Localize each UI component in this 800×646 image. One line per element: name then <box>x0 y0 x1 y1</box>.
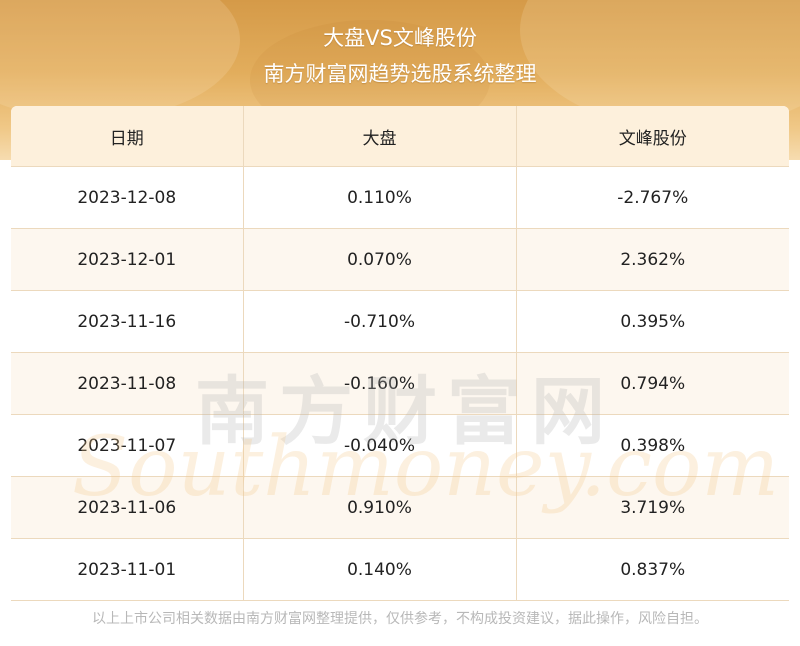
market-change-cell: 0.070% <box>243 228 517 291</box>
disclaimer-text: 以上上市公司相关数据由南方财富网整理提供，仅供参考，不构成投资建议，据此操作，风… <box>92 611 708 627</box>
stock-change-cell: 0.395% <box>516 290 789 353</box>
market-change-cell: 0.910% <box>243 476 517 539</box>
date-cell: 2023-11-07 <box>11 414 244 477</box>
date-cell: 2023-11-08 <box>11 352 244 415</box>
table-row: 2023-11-01 0.140% 0.837% <box>11 538 789 601</box>
comparison-table: 日期 大盘 文峰股份 2023-12-08 0.110% -2.767% 202… <box>11 106 789 601</box>
market-change-cell: -0.040% <box>243 414 517 477</box>
table-row: 2023-12-01 0.070% 2.362% <box>11 228 789 291</box>
page-subtitle: 南方财富网趋势选股系统整理 <box>263 62 537 86</box>
date-cell: 2023-12-01 <box>11 228 244 291</box>
page-title: 大盘VS文峰股份 <box>323 26 477 50</box>
market-change-cell: 0.140% <box>243 538 517 601</box>
date-cell: 2023-11-01 <box>11 538 244 601</box>
table-header-row: 日期 大盘 文峰股份 <box>11 106 789 167</box>
stock-change-cell: 2.362% <box>516 228 789 291</box>
stock-change-cell: 0.794% <box>516 352 789 415</box>
stock-change-cell: 0.398% <box>516 414 789 477</box>
table-row: 2023-12-08 0.110% -2.767% <box>11 166 789 229</box>
date-cell: 2023-11-16 <box>11 290 244 353</box>
table-row: 2023-11-07 -0.040% 0.398% <box>11 414 789 477</box>
table-row: 2023-11-08 -0.160% 0.794% <box>11 352 789 415</box>
date-cell: 2023-11-06 <box>11 476 244 539</box>
market-change-cell: -0.160% <box>243 352 517 415</box>
stock-change-cell: 0.837% <box>516 538 789 601</box>
date-cell: 2023-12-08 <box>11 166 244 229</box>
column-header-date: 日期 <box>11 106 244 167</box>
stock-change-cell: -2.767% <box>516 166 789 229</box>
comparison-table-card: 日期 大盘 文峰股份 2023-12-08 0.110% -2.767% 202… <box>11 106 789 602</box>
column-header-stock: 文峰股份 <box>516 106 789 167</box>
table-row: 2023-11-16 -0.710% 0.395% <box>11 290 789 353</box>
market-change-cell: -0.710% <box>243 290 517 353</box>
column-header-market: 大盘 <box>243 106 517 167</box>
table-row: 2023-11-06 0.910% 3.719% <box>11 476 789 539</box>
stock-change-cell: 3.719% <box>516 476 789 539</box>
market-change-cell: 0.110% <box>243 166 517 229</box>
